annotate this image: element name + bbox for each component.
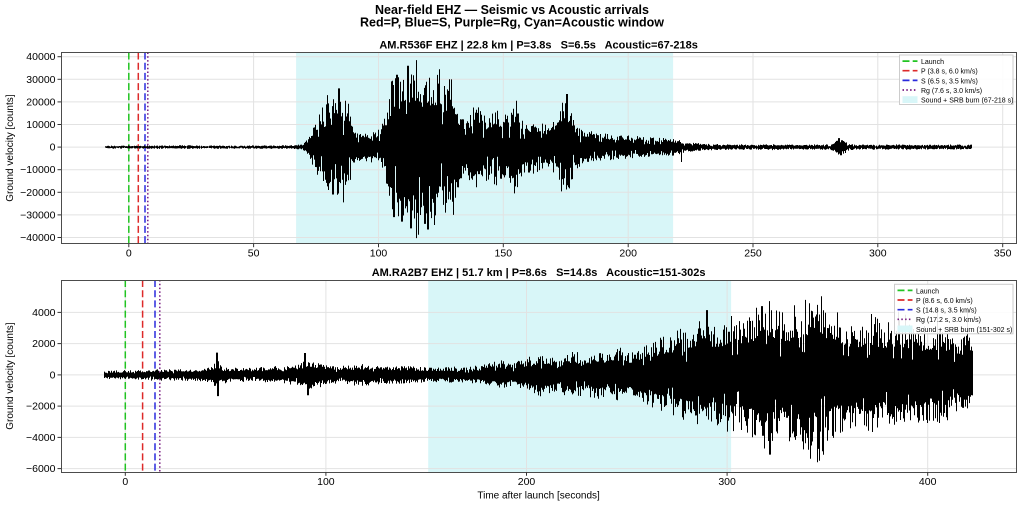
- svg-text:Sound + SRB burn (67-218 s): Sound + SRB burn (67-218 s): [921, 98, 1013, 105]
- svg-text:300: 300: [718, 476, 736, 488]
- svg-text:−30000: −30000: [20, 209, 55, 221]
- svg-text:0: 0: [50, 142, 56, 154]
- svg-text:Sound + SRB burn (151-302 s): Sound + SRB burn (151-302 s): [916, 327, 1012, 334]
- svg-text:Launch: Launch: [916, 288, 939, 295]
- svg-text:Near-field EHZ — Seismic vs Ac: Near-field EHZ — Seismic vs Acoustic arr…: [375, 3, 649, 17]
- svg-text:S (6.5 s, 3.5 km/s): S (6.5 s, 3.5 km/s): [921, 78, 978, 85]
- svg-text:0: 0: [126, 248, 132, 260]
- svg-text:−20000: −20000: [20, 187, 55, 199]
- svg-text:Red=P, Blue=S, Purple=Rg, Cyan: Red=P, Blue=S, Purple=Rg, Cyan=Acoustic …: [360, 15, 664, 29]
- svg-text:−40000: −40000: [20, 232, 55, 244]
- svg-text:250: 250: [744, 248, 762, 260]
- svg-text:Ground velocity [counts]: Ground velocity [counts]: [5, 94, 16, 201]
- svg-text:20000: 20000: [26, 96, 55, 108]
- svg-text:100: 100: [370, 248, 388, 260]
- svg-text:100: 100: [317, 476, 335, 488]
- svg-text:150: 150: [495, 248, 513, 260]
- svg-text:AM.R536F EHZ | 22.8 km | P=3.8: AM.R536F EHZ | 22.8 km | P=3.8s S=6.5s A…: [379, 40, 698, 52]
- svg-text:−6000: −6000: [26, 463, 56, 475]
- svg-text:−4000: −4000: [26, 432, 56, 444]
- svg-text:AM.RA2B7 EHZ | 51.7 km | P=8.6: AM.RA2B7 EHZ | 51.7 km | P=8.6s S=14.8s …: [372, 267, 706, 279]
- svg-text:S (14.8 s, 3.5 km/s): S (14.8 s, 3.5 km/s): [916, 308, 977, 315]
- svg-text:P (3.8 s, 6.0 km/s): P (3.8 s, 6.0 km/s): [921, 69, 978, 76]
- svg-text:200: 200: [518, 476, 536, 488]
- svg-text:4000: 4000: [32, 307, 56, 319]
- svg-text:Launch: Launch: [921, 59, 944, 66]
- svg-text:Rg (7.6 s, 3.0 km/s): Rg (7.6 s, 3.0 km/s): [921, 88, 982, 95]
- svg-text:P (8.6 s, 6.0 km/s): P (8.6 s, 6.0 km/s): [916, 298, 973, 305]
- svg-text:2000: 2000: [32, 338, 56, 350]
- svg-text:300: 300: [869, 248, 887, 260]
- svg-text:400: 400: [919, 476, 937, 488]
- svg-text:30000: 30000: [26, 74, 55, 86]
- svg-text:200: 200: [619, 248, 637, 260]
- svg-text:Time after launch [seconds]: Time after launch [seconds]: [477, 491, 600, 502]
- svg-text:0: 0: [50, 369, 56, 381]
- svg-text:350: 350: [994, 248, 1012, 260]
- svg-text:−10000: −10000: [20, 164, 55, 176]
- svg-text:50: 50: [248, 248, 260, 260]
- svg-text:Ground velocity [counts]: Ground velocity [counts]: [5, 322, 16, 429]
- svg-text:40000: 40000: [26, 51, 55, 63]
- svg-text:Rg (17.2 s, 3.0 km/s): Rg (17.2 s, 3.0 km/s): [916, 317, 981, 324]
- svg-text:10000: 10000: [26, 119, 55, 131]
- svg-text:0: 0: [122, 476, 128, 488]
- svg-text:−2000: −2000: [26, 401, 56, 413]
